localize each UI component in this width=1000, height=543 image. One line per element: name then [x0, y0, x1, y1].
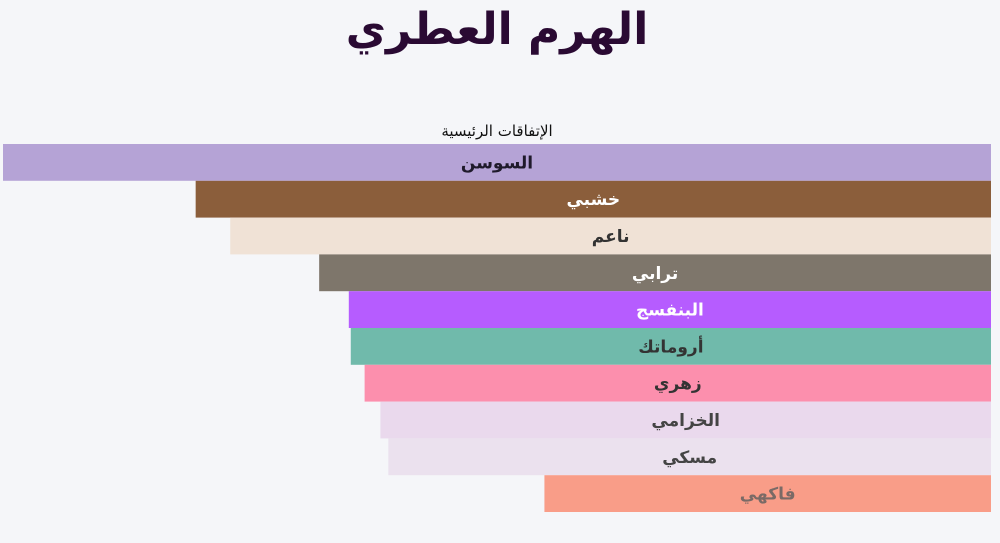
chart-subtitle: الإتفاقات الرئيسية: [441, 122, 553, 140]
bar-label-3: ناعم: [592, 227, 630, 247]
bar-7: [364, 364, 991, 402]
bar-label-10: فاكهي: [740, 485, 796, 505]
bar-2: [195, 180, 991, 218]
bar-10: [544, 475, 991, 512]
bar-label-4: ترابي: [632, 264, 678, 284]
bar-1: [3, 144, 991, 181]
bar-label-9: مسكي: [662, 448, 717, 468]
bar-8: [380, 401, 991, 439]
chart-title: الهرم العطري: [345, 4, 649, 55]
bar-label-1: السوسن: [461, 153, 533, 173]
bar-label-8: الخزامي: [651, 411, 720, 431]
bar-9: [388, 438, 991, 476]
bar-label-2: خشبي: [566, 190, 620, 210]
bar-3: [230, 217, 992, 255]
bar-label-7: زهري: [654, 374, 702, 394]
bar-label-5: البنفسج: [636, 301, 704, 321]
bar-6: [350, 328, 991, 365]
bar-5: [348, 291, 991, 328]
bar-4: [319, 254, 991, 292]
bar-label-6: أروماتك: [638, 335, 703, 357]
